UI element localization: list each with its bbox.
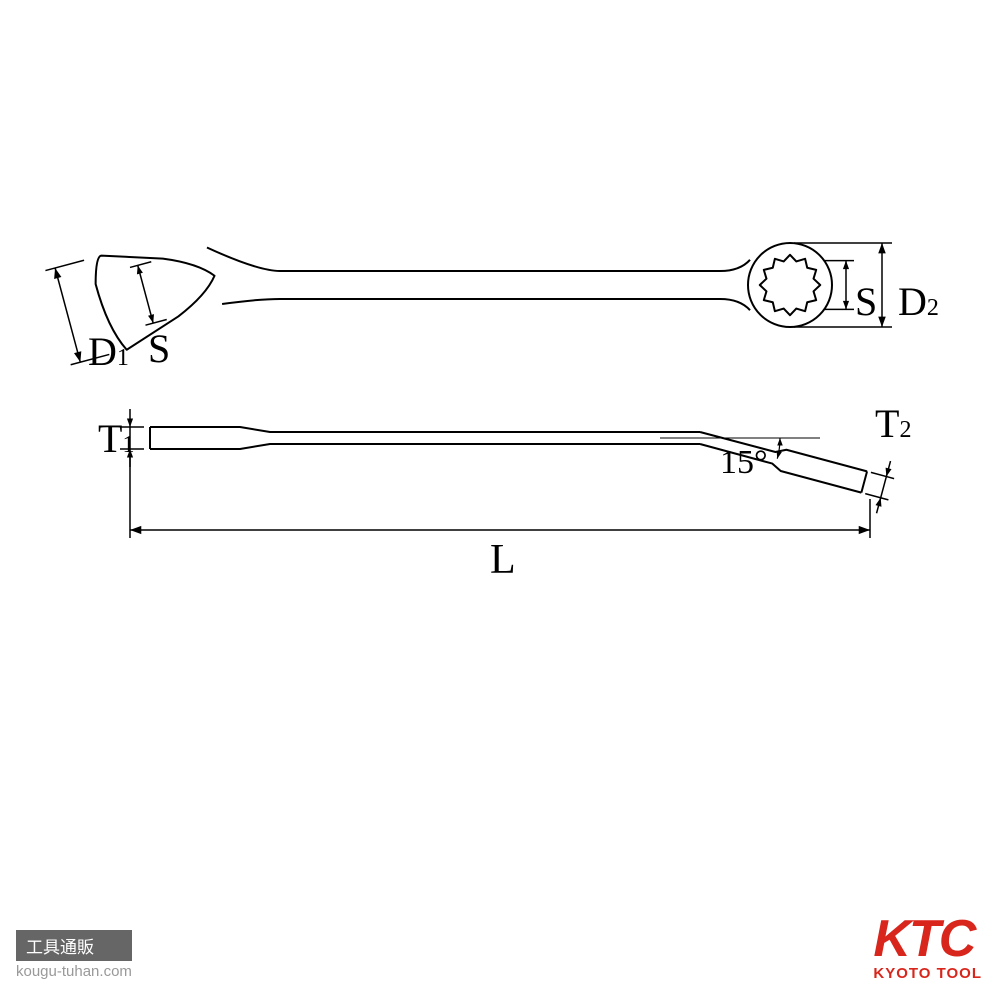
- label-t1: T1: [98, 415, 134, 462]
- watermark: 工具通販 kougu-tuhan.com: [16, 930, 132, 980]
- label-d2: D2: [898, 278, 939, 325]
- logo-sub: KYOTO TOOL: [873, 965, 982, 982]
- label-angle: 15°: [720, 444, 768, 482]
- logo-main: KTC: [873, 913, 982, 965]
- label-s-right: S: [855, 278, 877, 325]
- ktc-logo: KTC KYOTO TOOL: [873, 913, 982, 982]
- label-l: L: [490, 536, 516, 584]
- label-d1: D1: [88, 328, 129, 375]
- watermark-url: kougu-tuhan.com: [16, 961, 132, 980]
- label-s-left: S: [148, 325, 170, 372]
- diagram-canvas: [0, 0, 1000, 1000]
- label-t2: T2: [875, 400, 911, 447]
- watermark-title: 工具通販: [16, 930, 132, 961]
